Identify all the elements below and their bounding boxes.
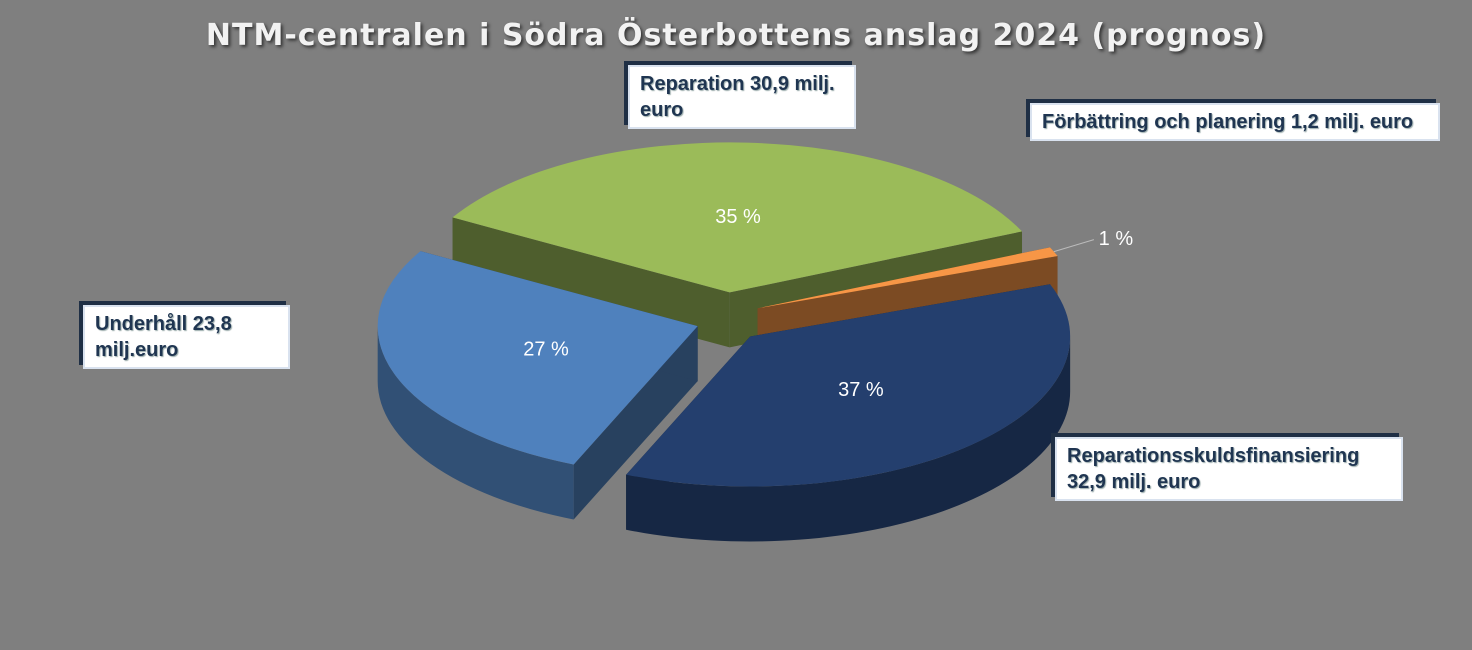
data-label: 35 % xyxy=(715,206,761,228)
category-label: Förbättring och planering 1,2 milj. euro xyxy=(1030,103,1440,141)
leader-line xyxy=(1053,239,1095,253)
data-label: 1 % xyxy=(1099,228,1134,250)
chart-title: NTM-centralen i Södra Österbottens ansla… xyxy=(205,18,1267,53)
slice-wall xyxy=(452,217,730,348)
slice xyxy=(377,251,698,520)
category-label: Underhåll 23,8 milj.euro xyxy=(83,305,290,369)
slice-top xyxy=(626,284,1071,487)
slice-side xyxy=(626,336,1071,542)
slice-top xyxy=(757,247,1058,309)
category-label: Reparationsskuldsfinansiering 32,9 milj.… xyxy=(1055,437,1403,501)
data-label: 27 % xyxy=(523,338,569,360)
data-label: 37 % xyxy=(838,379,884,401)
slice xyxy=(626,284,1071,542)
category-label: Reparation 30,9 milj. euro xyxy=(628,65,856,129)
slice-top xyxy=(377,251,698,465)
slice-wall xyxy=(573,326,698,520)
slice-side xyxy=(377,326,574,520)
slice-top xyxy=(452,142,1023,293)
